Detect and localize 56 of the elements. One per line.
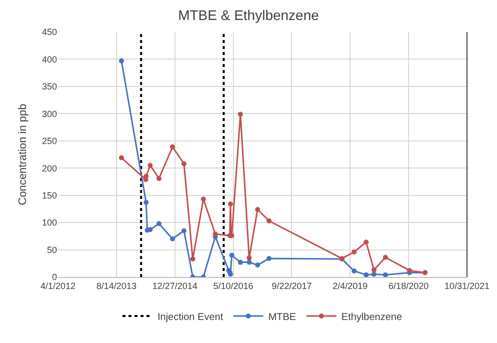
x-tick-label: 10/31/2021 xyxy=(444,280,490,291)
point xyxy=(148,227,153,232)
x-tick-label: 9/22/2017 xyxy=(272,280,312,291)
legend-label: Injection Event xyxy=(158,312,224,323)
y-tick-label: 150 xyxy=(42,190,57,200)
point xyxy=(181,228,186,234)
chart-title: MTBE & Ethylbenzene xyxy=(178,7,320,24)
y-tick-label: 250 xyxy=(42,136,57,146)
point xyxy=(181,161,186,166)
y-axis-title: Concentration in ppb xyxy=(17,104,29,206)
point xyxy=(266,256,272,261)
point xyxy=(148,162,153,168)
point xyxy=(170,144,176,150)
y-tick-label: 200 xyxy=(42,163,57,174)
point xyxy=(156,176,162,181)
point xyxy=(170,236,176,242)
y-tick-label: 450 xyxy=(42,27,57,38)
x-tick-label: 5/10/2016 xyxy=(213,280,254,291)
point xyxy=(352,268,357,274)
point xyxy=(144,174,149,179)
point xyxy=(212,231,218,236)
point xyxy=(382,254,388,260)
y-tick-label: 400 xyxy=(42,54,57,64)
point xyxy=(266,218,272,224)
point xyxy=(255,206,260,212)
x-tick-label: 2/4/2019 xyxy=(332,280,368,291)
x-tick-label: 4/1/2012 xyxy=(40,280,76,291)
y-tick-label: 50 xyxy=(46,244,57,255)
legend-label: MTBE xyxy=(268,312,296,323)
y-tick-label: 0 xyxy=(52,272,57,282)
point xyxy=(371,272,376,277)
point xyxy=(371,267,376,272)
point xyxy=(352,249,357,254)
point xyxy=(238,260,243,265)
point xyxy=(364,272,369,277)
point xyxy=(238,112,243,117)
point xyxy=(382,272,388,277)
legend-label: Ethylbenzene xyxy=(341,312,402,323)
point xyxy=(190,256,196,262)
point xyxy=(144,200,149,205)
point xyxy=(255,262,260,268)
x-tick-label: 6/18/2020 xyxy=(388,280,429,291)
point xyxy=(156,221,162,226)
x-tick-label: 8/14/2013 xyxy=(96,280,136,291)
point xyxy=(407,268,412,273)
point xyxy=(229,252,234,258)
point xyxy=(200,196,206,202)
point xyxy=(118,155,124,160)
y-tick-label: 350 xyxy=(42,82,57,92)
point xyxy=(118,58,124,64)
point xyxy=(364,240,369,245)
point xyxy=(228,202,233,207)
x-tick-label: 12/27/2014 xyxy=(152,280,198,291)
point xyxy=(246,255,252,260)
y-tick-label: 300 xyxy=(42,108,57,119)
y-tick-label: 100 xyxy=(42,218,57,228)
